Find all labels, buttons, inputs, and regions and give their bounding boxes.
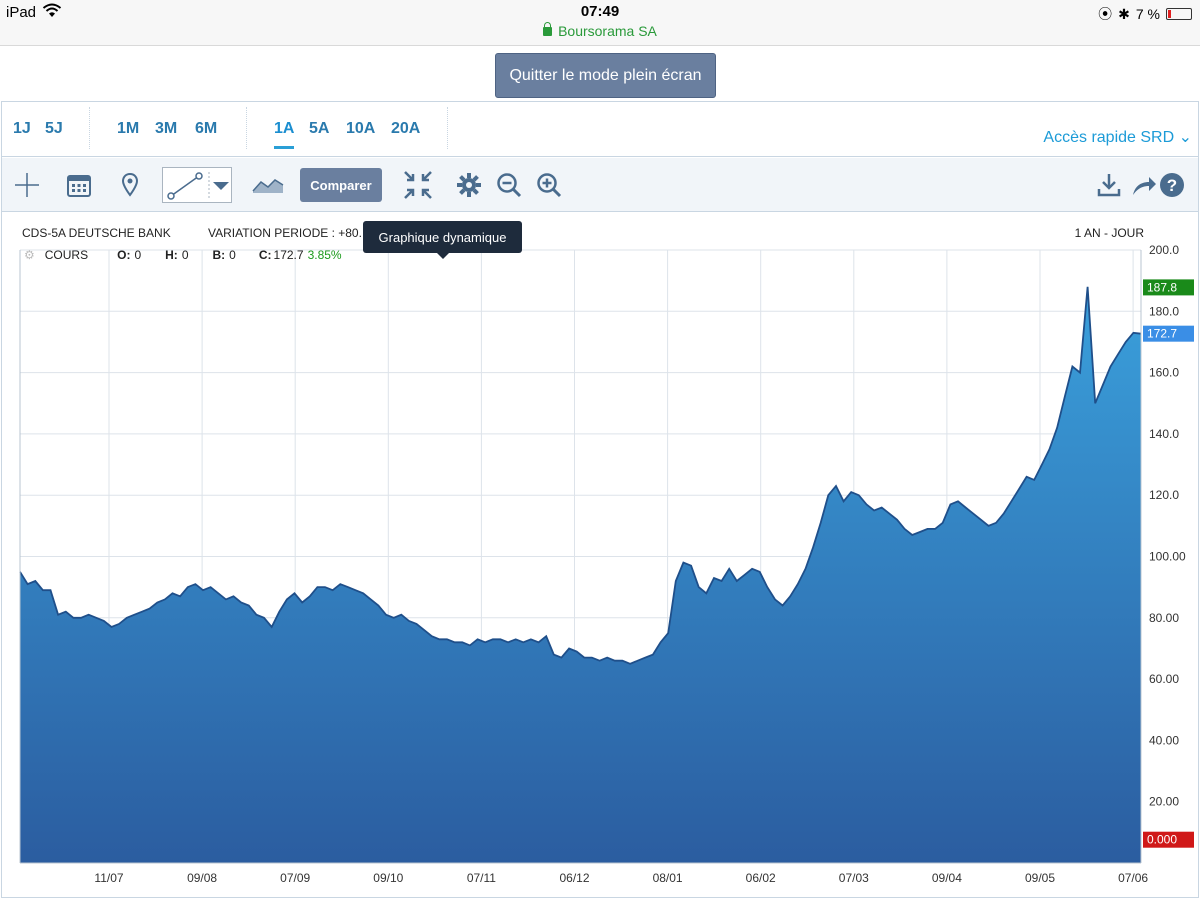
close-label: C: bbox=[258, 248, 272, 262]
y-tick-label: 40.00 bbox=[1149, 733, 1179, 747]
x-tick-label: 09/05 bbox=[1025, 871, 1055, 885]
price-chart[interactable]: 200.0 180.0 160.0 140.0 120.0 100.00 80.00 60.0… bbox=[2, 213, 1198, 897]
crosshair-icon[interactable] bbox=[10, 168, 44, 202]
x-tick-label: 07/09 bbox=[280, 871, 310, 885]
max-badge-text: 187.8 bbox=[1147, 280, 1177, 294]
max-badge bbox=[1143, 279, 1194, 296]
download-icon[interactable] bbox=[1092, 168, 1126, 202]
y-tick-label: 120.0 bbox=[1149, 488, 1179, 502]
last-badge bbox=[1143, 325, 1194, 342]
chart-title: CDS-5A DEUTSCHE BANK bbox=[22, 226, 171, 240]
period-6m[interactable]: 6M bbox=[195, 120, 218, 137]
period-10a[interactable]: 10A bbox=[346, 120, 376, 137]
site-label: Boursorama SA bbox=[558, 23, 657, 39]
calendar-icon[interactable] bbox=[62, 168, 96, 202]
status-right: ⦿ ✱ 7 % bbox=[1098, 4, 1192, 24]
period-1a[interactable]: 1A bbox=[274, 120, 295, 149]
close-value: 172.7 bbox=[273, 248, 304, 262]
bluetooth-icon: ✱ bbox=[1118, 5, 1130, 22]
x-tick-label: 11/07 bbox=[94, 871, 123, 885]
divider bbox=[246, 107, 247, 149]
change-percent: 3.85% bbox=[307, 248, 342, 262]
period-1j[interactable]: 1J bbox=[13, 120, 31, 137]
quick-access-srd-dropdown[interactable]: Accès rapide SRD ⌄ bbox=[1043, 127, 1192, 147]
open-label: O: bbox=[117, 248, 131, 262]
wifi-icon bbox=[42, 3, 62, 22]
min-badge-text: 0.000 bbox=[1147, 833, 1177, 847]
period-1m[interactable]: 1M bbox=[117, 120, 140, 137]
compress-icon[interactable] bbox=[401, 168, 435, 202]
period-variation: VARIATION PERIODE : +80. bbox=[208, 226, 362, 240]
open-value: 0 bbox=[134, 248, 142, 262]
exit-fullscreen-button[interactable]: Quitter le mode plein écran bbox=[495, 53, 716, 98]
x-tick-label: 08/01 bbox=[653, 871, 683, 885]
y-tick-label: 200.0 bbox=[1149, 243, 1179, 257]
status-bar: iPad 07:49 Boursorama SA ⦿ ✱ 7 % bbox=[0, 0, 1200, 46]
last-badge-text: 172.7 bbox=[1147, 327, 1177, 341]
battery-icon bbox=[1166, 8, 1192, 20]
low-value: 0 bbox=[229, 248, 236, 262]
x-tick-label: 06/12 bbox=[559, 871, 589, 885]
y-tick-label: 180.0 bbox=[1149, 304, 1179, 318]
min-badge bbox=[1143, 831, 1194, 848]
chevron-down-icon: ⌄ bbox=[1178, 129, 1192, 146]
pin-icon[interactable] bbox=[113, 168, 147, 202]
help-icon[interactable]: ? bbox=[1155, 168, 1189, 202]
x-tick-label: 06/02 bbox=[746, 871, 776, 885]
price-line bbox=[19, 286, 1142, 665]
ohlc-legend: ⚙ COURS O: 0 H: 0 B: 0 C: 172.7 3.85% bbox=[24, 248, 342, 262]
x-tick-label: 07/11 bbox=[467, 871, 496, 885]
dynamic-chart-tooltip: Graphique dynamique bbox=[363, 221, 522, 259]
price-area bbox=[20, 286, 1141, 863]
y-tick-label: 80.00 bbox=[1149, 611, 1179, 625]
divider bbox=[89, 107, 90, 149]
high-value: 0 bbox=[181, 248, 189, 262]
low-label: B: bbox=[212, 248, 226, 262]
share-icon[interactable] bbox=[1127, 168, 1161, 202]
site-name: Boursorama SA bbox=[0, 22, 1200, 39]
zoom-out-icon[interactable] bbox=[492, 168, 526, 202]
period-bar: 1J 5J 1M 3M 6M 1A 5A 10A 20A Accès rapid… bbox=[2, 102, 1198, 157]
period-5j[interactable]: 5J bbox=[45, 120, 63, 137]
device-name: iPad bbox=[6, 4, 37, 21]
period-5a[interactable]: 5A bbox=[309, 120, 330, 137]
y-tick-label: 100.00 bbox=[1149, 550, 1186, 564]
x-tick-label: 09/10 bbox=[373, 871, 403, 885]
trendline-tool-select[interactable] bbox=[162, 167, 232, 203]
x-tick-label: 07/03 bbox=[839, 871, 869, 885]
x-tick-label: 09/04 bbox=[932, 871, 962, 885]
clock: 07:49 bbox=[580, 3, 620, 20]
y-tick-label: 160.0 bbox=[1149, 366, 1179, 380]
lock-icon bbox=[543, 22, 553, 36]
chart-toolbar: Comparer ? bbox=[2, 158, 1198, 212]
zoom-in-icon[interactable] bbox=[532, 168, 566, 202]
rotation-lock-icon: ⦿ bbox=[1098, 6, 1113, 22]
x-tick-label: 09/08 bbox=[187, 871, 217, 885]
quick-access-label: Accès rapide SRD bbox=[1043, 129, 1175, 146]
series-label: COURS bbox=[44, 248, 89, 262]
chart-period-label: 1 AN - JOUR bbox=[1074, 226, 1144, 240]
battery-percent: 7 % bbox=[1135, 6, 1160, 22]
trendline-icon bbox=[167, 172, 229, 200]
high-label: H: bbox=[165, 248, 178, 262]
x-tick-label: 07/06 bbox=[1118, 871, 1148, 885]
divider bbox=[447, 107, 448, 149]
series-settings-icon[interactable]: ⚙ bbox=[24, 248, 35, 262]
chart-frame: 1J 5J 1M 3M 6M 1A 5A 10A 20A Accès rapid… bbox=[1, 101, 1199, 898]
compare-button[interactable]: Comparer bbox=[300, 168, 382, 202]
y-tick-label: 20.00 bbox=[1149, 795, 1179, 809]
battery-fill bbox=[1168, 10, 1171, 18]
period-20a[interactable]: 20A bbox=[391, 120, 421, 137]
gear-icon[interactable] bbox=[452, 168, 486, 202]
y-tick-label: 60.00 bbox=[1149, 672, 1179, 686]
area-chart-icon[interactable] bbox=[250, 168, 286, 202]
period-3m[interactable]: 3M bbox=[155, 120, 178, 137]
chart-area[interactable]: 200.0 180.0 160.0 140.0 120.0 100.00 80.00 60.0… bbox=[2, 213, 1198, 897]
y-tick-label: 140.0 bbox=[1149, 427, 1179, 441]
svg-text:?: ? bbox=[1167, 176, 1177, 195]
